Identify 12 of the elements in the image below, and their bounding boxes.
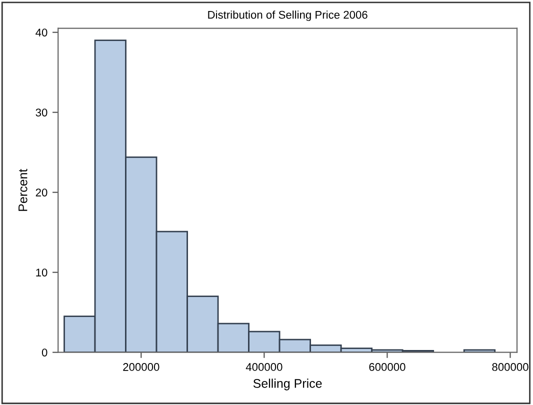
x-tick-label: 400000	[246, 363, 282, 371]
x-tick-label: 200000	[123, 363, 160, 371]
y-tick-label: 20	[36, 188, 48, 196]
y-tick-label: 40	[36, 28, 48, 36]
y-tick-label: 30	[36, 108, 48, 116]
chart-title: Distribution of Selling Price 2006	[208, 10, 368, 21]
x-tick-label: 800000	[492, 363, 528, 371]
x-tick-label: 600000	[369, 363, 406, 371]
y-tick-label: 10	[36, 268, 48, 276]
x-axis-title: Selling Price	[253, 378, 322, 390]
y-axis-title: Percent	[18, 168, 28, 211]
y-tick-label: 0	[42, 348, 48, 356]
